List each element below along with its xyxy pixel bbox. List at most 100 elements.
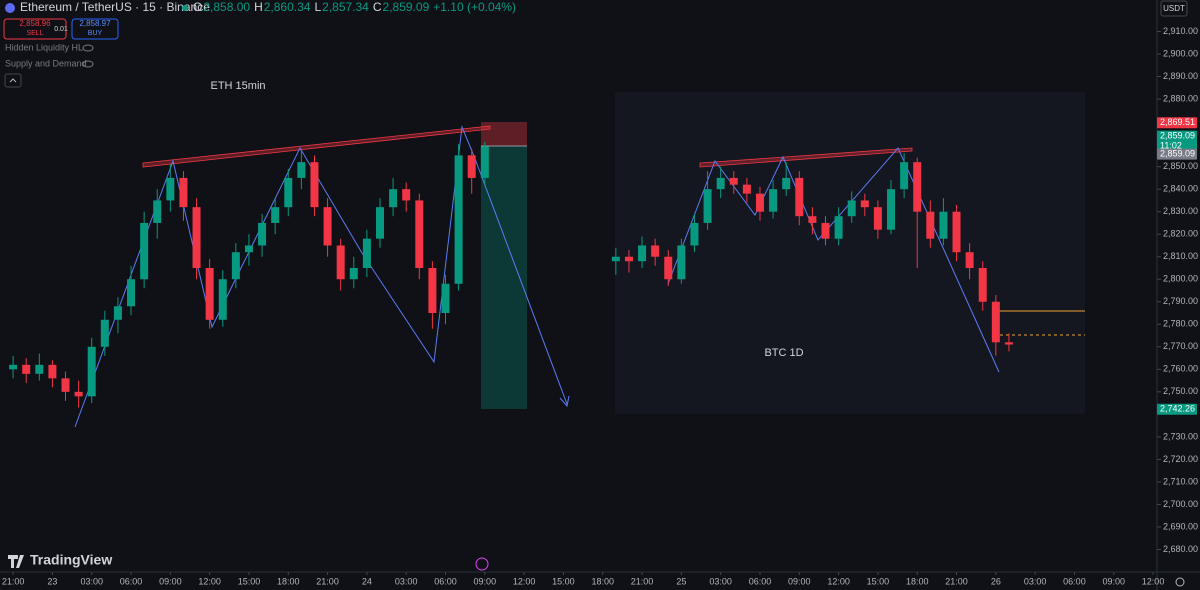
candle-body (454, 155, 463, 284)
x-tick-label: 24 (362, 576, 372, 586)
candle-body (336, 245, 345, 280)
x-tick-label: 26 (991, 576, 1001, 586)
zigzag (74, 125, 568, 428)
stop-zone (481, 122, 527, 146)
candle-body (310, 162, 319, 208)
currency-button[interactable] (1160, 0, 1188, 17)
candle-body (231, 252, 240, 280)
countdown: 11:02 (1160, 141, 1182, 151)
candle-body (480, 146, 489, 178)
candle-body (166, 177, 175, 201)
price-tag (1157, 130, 1197, 153)
ohlc-key: O (193, 0, 202, 14)
y-tick-label: 2,890.00 (1163, 71, 1198, 81)
indicator[interactable]: Hidden Liquidity HL (5, 42, 83, 52)
candle-body (651, 245, 660, 257)
candle-body (742, 184, 751, 194)
candle-body (939, 211, 948, 239)
candle-body (873, 207, 882, 230)
x-tick-label: 25 (676, 576, 686, 586)
x-tick-label: 09:00 (788, 576, 811, 586)
x-tick-label: 21:00 (316, 576, 339, 586)
chevron (9, 78, 17, 83)
candle-body (179, 177, 188, 208)
arrow-head (559, 395, 570, 408)
x-tick-label: 06:00 (434, 576, 457, 586)
target-zone (481, 146, 527, 409)
x-tick-label: 12:00 (1142, 576, 1165, 586)
x-tick-label: 03:00 (709, 576, 732, 586)
candle-body (795, 177, 804, 217)
y-tick-label: 2,790.00 (1163, 296, 1198, 306)
x-tick-label: 03:00 (1024, 576, 1047, 586)
y-tick-label: 2,850.00 (1163, 161, 1198, 171)
symbol-icon (5, 3, 15, 13)
candle-body (205, 267, 214, 320)
price-tag-label: 2,859.09 (1160, 149, 1195, 159)
x-tick-label: 21:00 (945, 576, 968, 586)
x-tick-label: 06:00 (1063, 576, 1086, 586)
candle-body (48, 364, 57, 379)
symbol[interactable]: Ethereum / TetherUS · 15 · Binance (20, 0, 210, 14)
x-tick-label: 15:00 (867, 576, 890, 586)
price-tag-label: 2,859.09 (1160, 131, 1195, 141)
candle-body (769, 189, 778, 212)
candle-body (271, 207, 280, 223)
candle-body (978, 267, 987, 302)
sell-label: SELL (26, 30, 43, 37)
x-tick-label: 18:00 (906, 576, 929, 586)
buy-price: 2,858.97 (79, 19, 111, 28)
x-tick-label: 03:00 (80, 576, 103, 586)
ohlc-value: 2,858.00 (203, 0, 250, 14)
annotation: ETH 15min (210, 80, 265, 92)
eye-icon[interactable] (82, 44, 94, 52)
candle-body (690, 222, 699, 246)
y-tick-label: 2,770.00 (1163, 341, 1198, 351)
y-tick-label: 2,900.00 (1163, 48, 1198, 58)
y-tick-label: 2,820.00 (1163, 229, 1198, 239)
settings-icon[interactable] (1175, 577, 1185, 587)
candle-body (677, 245, 686, 280)
x-tick-label: 18:00 (591, 576, 614, 586)
candle-body (9, 364, 18, 370)
y-tick-label: 2,730.00 (1163, 431, 1198, 441)
sell-price: 2,858.96 (19, 19, 51, 28)
candle-body (428, 267, 437, 314)
y-tick-label: 2,800.00 (1163, 274, 1198, 284)
trend-channel (142, 125, 491, 168)
candle-body (913, 162, 922, 212)
y-tick-label: 2,680.00 (1163, 544, 1198, 554)
sell-button[interactable] (3, 18, 67, 40)
y-tick-label: 2,720.00 (1163, 454, 1198, 464)
x-tick-label: 23 (47, 576, 57, 586)
candle-body (244, 245, 253, 253)
y-tick-label: 2,690.00 (1163, 521, 1198, 531)
y-tick-label: 2,750.00 (1163, 386, 1198, 396)
candle-body (140, 222, 149, 280)
x-tick-label: 09:00 (474, 576, 497, 586)
y-tick-label: 2,840.00 (1163, 184, 1198, 194)
candle-body (965, 252, 974, 268)
ohlc-key: L (314, 0, 321, 14)
candle-body (74, 391, 83, 397)
trend-channel (699, 147, 913, 168)
candle-body (127, 279, 136, 307)
candle-body (808, 216, 817, 223)
replay-icon[interactable] (475, 557, 489, 571)
ohlc-key: H (254, 0, 263, 14)
candle-body (991, 301, 1000, 343)
buy-button[interactable] (71, 18, 119, 40)
candle-body (61, 378, 70, 392)
candle-body (729, 177, 738, 185)
candle-body (100, 319, 109, 347)
candle-body (113, 306, 122, 320)
y-tick-label: 2,880.00 (1163, 93, 1198, 103)
candle-body (952, 211, 961, 253)
collapse-button[interactable] (4, 73, 22, 88)
candle-body (22, 364, 31, 374)
eye-icon[interactable] (82, 60, 94, 68)
indicator[interactable]: Supply and Demand (5, 58, 87, 68)
candle-body (415, 200, 424, 268)
candle-body (926, 211, 935, 239)
